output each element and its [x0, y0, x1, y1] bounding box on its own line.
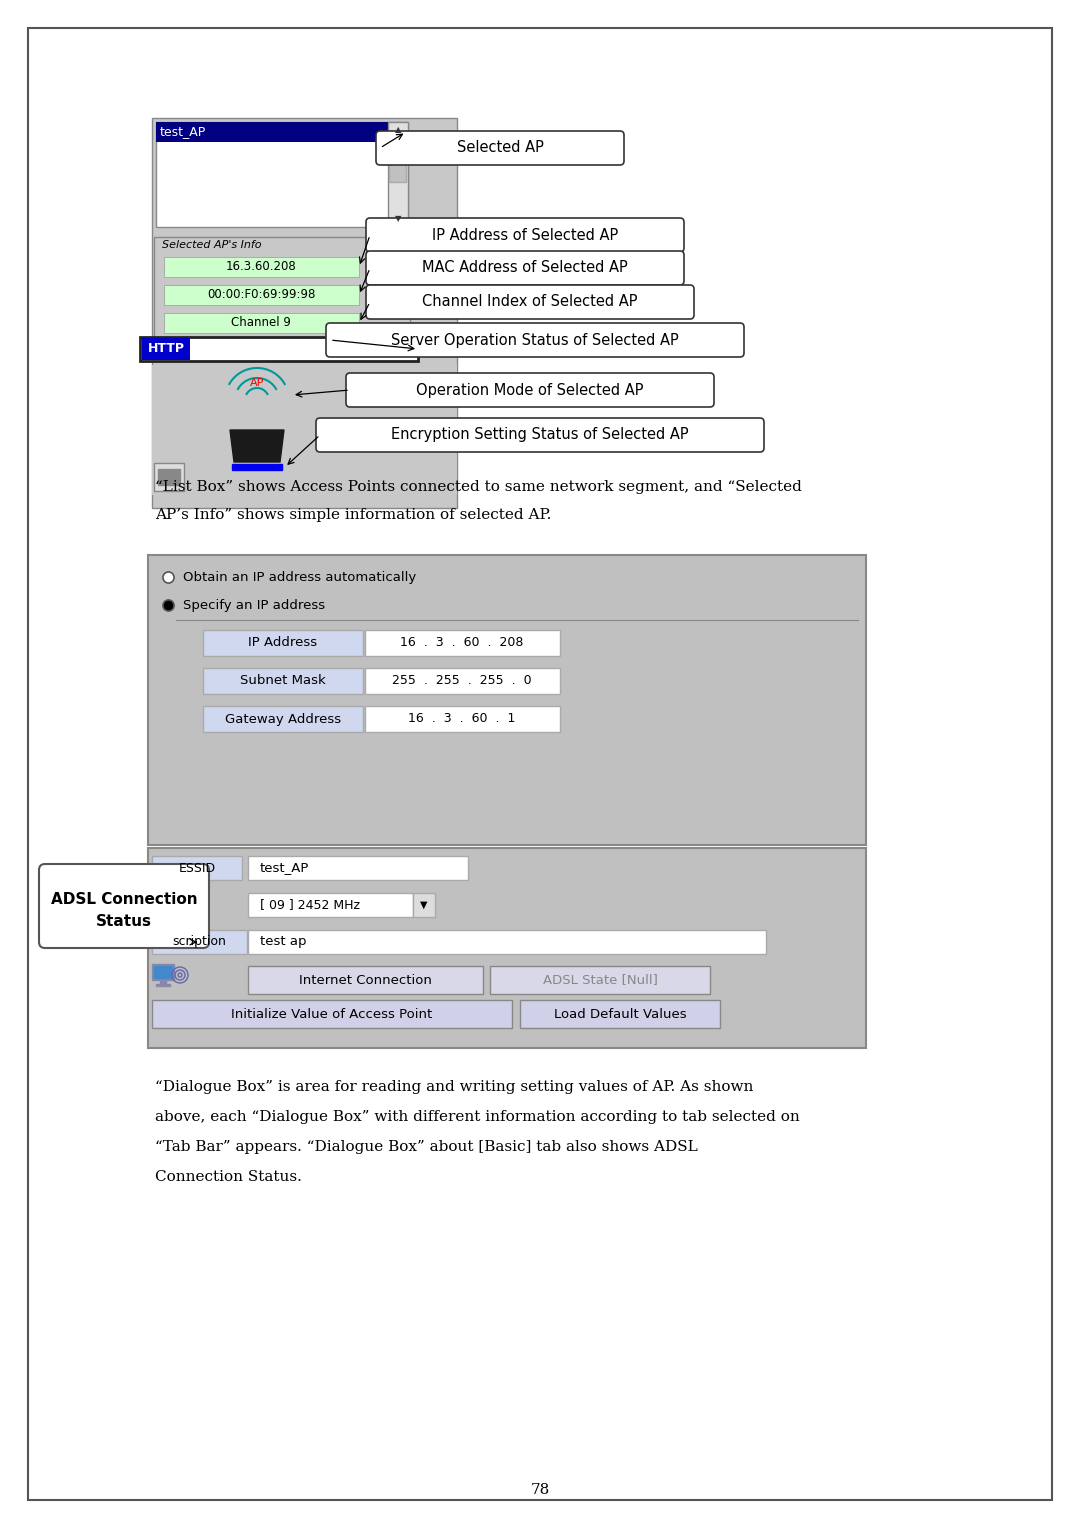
Polygon shape — [156, 984, 170, 986]
FancyBboxPatch shape — [326, 322, 744, 358]
Polygon shape — [152, 964, 174, 979]
FancyBboxPatch shape — [39, 863, 210, 947]
FancyBboxPatch shape — [156, 122, 408, 228]
Text: ADSL Connection: ADSL Connection — [51, 892, 198, 908]
Text: Subnet Mask: Subnet Mask — [240, 674, 326, 688]
Text: Operation Mode of Selected AP: Operation Mode of Selected AP — [416, 382, 644, 397]
Text: Obtain an IP address automatically: Obtain an IP address automatically — [183, 570, 416, 584]
FancyBboxPatch shape — [365, 630, 561, 656]
Text: “List Box” shows Access Points connected to same network segment, and “Selected: “List Box” shows Access Points connected… — [156, 480, 801, 494]
Text: ▲: ▲ — [395, 125, 402, 134]
Text: AP: AP — [249, 377, 265, 388]
Text: Initialize Value of Access Point: Initialize Value of Access Point — [231, 1007, 433, 1021]
Polygon shape — [160, 979, 166, 984]
FancyBboxPatch shape — [164, 286, 359, 306]
Text: test_AP: test_AP — [260, 862, 309, 874]
Text: Selected AP: Selected AP — [457, 141, 543, 156]
FancyBboxPatch shape — [28, 28, 1052, 1500]
FancyBboxPatch shape — [154, 463, 184, 490]
FancyBboxPatch shape — [366, 219, 684, 252]
Text: “Tab Bar” appears. “Dialogue Box” about [Basic] tab also shows ADSL: “Tab Bar” appears. “Dialogue Box” about … — [156, 1140, 698, 1154]
Text: Channel Index of Selected AP: Channel Index of Selected AP — [422, 295, 638, 310]
FancyBboxPatch shape — [148, 848, 866, 1048]
Polygon shape — [158, 469, 180, 484]
Text: 16  .  3  .  60  .  1: 16 . 3 . 60 . 1 — [408, 712, 515, 726]
FancyBboxPatch shape — [152, 999, 512, 1028]
FancyBboxPatch shape — [248, 892, 413, 917]
Text: Specify an IP address: Specify an IP address — [183, 599, 325, 611]
FancyBboxPatch shape — [164, 257, 359, 277]
FancyBboxPatch shape — [365, 706, 561, 732]
FancyBboxPatch shape — [203, 668, 363, 694]
Text: 255  .  255  .  255  .  0: 255 . 255 . 255 . 0 — [392, 674, 531, 688]
FancyBboxPatch shape — [248, 931, 766, 953]
Text: 00:00:F0:69:99:98: 00:00:F0:69:99:98 — [206, 289, 315, 301]
Polygon shape — [154, 966, 172, 978]
FancyBboxPatch shape — [152, 856, 242, 880]
Text: Load Default Values: Load Default Values — [554, 1007, 686, 1021]
FancyBboxPatch shape — [203, 706, 363, 732]
FancyBboxPatch shape — [316, 419, 764, 452]
FancyBboxPatch shape — [152, 365, 457, 495]
FancyBboxPatch shape — [152, 931, 247, 953]
FancyBboxPatch shape — [366, 251, 684, 286]
Text: ESSID: ESSID — [178, 862, 216, 874]
FancyBboxPatch shape — [148, 555, 866, 845]
Text: Encryption Setting Status of Selected AP: Encryption Setting Status of Selected AP — [391, 428, 689, 443]
Text: test_AP: test_AP — [160, 125, 206, 139]
FancyBboxPatch shape — [366, 286, 694, 319]
FancyBboxPatch shape — [346, 373, 714, 406]
Text: MAC Address of Selected AP: MAC Address of Selected AP — [422, 260, 627, 275]
Text: [ 09 ] 2452 MHz: [ 09 ] 2452 MHz — [260, 898, 360, 912]
Text: ▼: ▼ — [395, 214, 402, 223]
FancyBboxPatch shape — [365, 668, 561, 694]
Text: ▼: ▼ — [420, 900, 428, 911]
Text: above, each “Dialogue Box” with different information according to tab selected : above, each “Dialogue Box” with differen… — [156, 1109, 800, 1125]
Text: Gateway Address: Gateway Address — [225, 712, 341, 726]
FancyBboxPatch shape — [519, 999, 720, 1028]
Text: Connection Status.: Connection Status. — [156, 1170, 302, 1184]
FancyBboxPatch shape — [140, 338, 418, 361]
Text: scription: scription — [172, 935, 226, 949]
FancyBboxPatch shape — [376, 131, 624, 165]
Text: HTTP: HTTP — [148, 342, 185, 356]
Text: “Dialogue Box” is area for reading and writing setting values of AP. As shown: “Dialogue Box” is area for reading and w… — [156, 1080, 754, 1094]
FancyBboxPatch shape — [156, 122, 388, 142]
Text: Server Operation Status of Selected AP: Server Operation Status of Selected AP — [391, 333, 679, 347]
FancyBboxPatch shape — [413, 892, 435, 917]
FancyBboxPatch shape — [164, 313, 359, 333]
Polygon shape — [232, 465, 282, 471]
FancyBboxPatch shape — [388, 122, 408, 228]
FancyBboxPatch shape — [152, 118, 457, 507]
FancyBboxPatch shape — [141, 338, 190, 361]
Text: Internet Connection: Internet Connection — [298, 973, 431, 987]
Text: Selected AP's Info: Selected AP's Info — [162, 240, 261, 251]
Text: test ap: test ap — [260, 935, 307, 949]
Text: 16.3.60.208: 16.3.60.208 — [226, 260, 296, 274]
Text: Status: Status — [96, 914, 152, 929]
Text: Channel 9: Channel 9 — [231, 316, 291, 330]
Text: 16  .  3  .  60  .  208: 16 . 3 . 60 . 208 — [401, 637, 524, 649]
Text: ADSL State [Null]: ADSL State [Null] — [542, 973, 658, 987]
FancyBboxPatch shape — [203, 630, 363, 656]
Text: IP Address of Selected AP: IP Address of Selected AP — [432, 228, 618, 243]
Text: IP Address: IP Address — [248, 637, 318, 649]
Text: 78: 78 — [530, 1484, 550, 1497]
FancyBboxPatch shape — [490, 966, 710, 995]
FancyBboxPatch shape — [248, 856, 468, 880]
FancyBboxPatch shape — [389, 142, 406, 182]
Polygon shape — [230, 429, 284, 461]
Text: AP’s Info” shows simple information of selected AP.: AP’s Info” shows simple information of s… — [156, 507, 552, 523]
FancyBboxPatch shape — [248, 966, 483, 995]
